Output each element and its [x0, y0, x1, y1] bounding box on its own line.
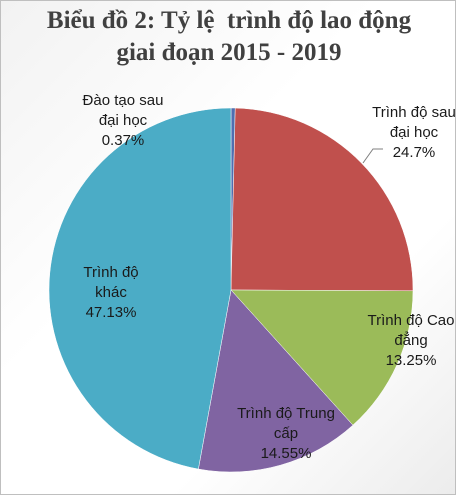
- leader-line: [362, 148, 383, 164]
- pie-slice: [230, 289, 414, 426]
- category-label: Trình độ Cao đẳng: [367, 312, 455, 349]
- slice-label: Đào tạo sau đại học 0.37%: [78, 91, 168, 151]
- category-label: Trình độ sau đại học: [372, 104, 456, 141]
- value-label: 14.55%: [260, 445, 312, 462]
- pie-slice: [198, 289, 354, 473]
- value-label: 13.25%: [385, 352, 437, 369]
- slice-label: Trình độ Trung cấp 14.55%: [236, 404, 336, 464]
- chart-title: Biểu đồ 2: Tỷ lệ trình độ lao động giai …: [46, 7, 418, 66]
- category-label: Trình độ khác: [83, 264, 139, 301]
- value-label: 0.37%: [101, 132, 145, 149]
- value-label: 47.13%: [85, 304, 137, 321]
- slice-label: Trình độ khác 47.13%: [66, 263, 156, 323]
- slice-label: Trình độ Cao đẳng 13.25%: [361, 311, 456, 371]
- pie-slice: [230, 107, 414, 292]
- category-label: Đào tạo sau đại học: [82, 92, 164, 129]
- value-label: 24.7%: [392, 144, 436, 161]
- slice-label: Trình độ sau đại học 24.7%: [369, 103, 456, 163]
- category-label: Trình độ Trung cấp: [237, 405, 335, 442]
- pie-slice: [48, 107, 232, 470]
